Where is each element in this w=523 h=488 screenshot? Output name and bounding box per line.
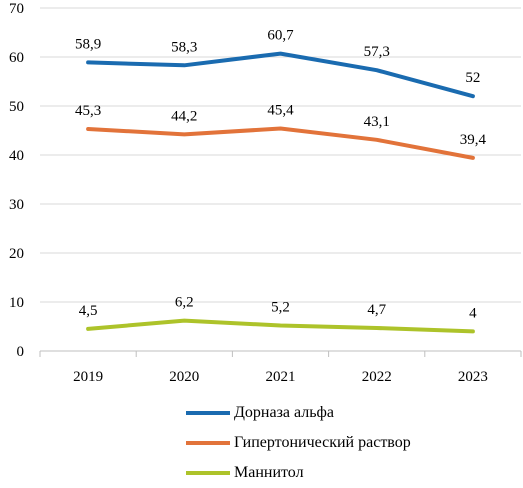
data-label: 39,4 bbox=[460, 132, 487, 148]
legend-label: Гипертонический раствор bbox=[234, 434, 411, 451]
y-tick-label: 0 bbox=[17, 344, 25, 360]
x-tick-label: 2023 bbox=[458, 369, 488, 385]
data-label: 4,5 bbox=[79, 303, 98, 319]
x-tick-label: 2019 bbox=[73, 369, 103, 385]
y-tick-label: 60 bbox=[9, 50, 24, 66]
data-label: 58,9 bbox=[75, 36, 101, 52]
data-label: 5,2 bbox=[271, 300, 290, 316]
data-label: 43,1 bbox=[364, 114, 390, 130]
chart-legend: Дорназа альфа Гипертонический раствор Манн… bbox=[186, 398, 516, 488]
data-label: 60,7 bbox=[267, 28, 294, 44]
legend-swatch bbox=[186, 471, 230, 475]
data-label: 44,2 bbox=[171, 108, 197, 124]
y-tick-label: 10 bbox=[9, 295, 24, 311]
legend-label: Дорназа альфа bbox=[234, 404, 334, 421]
legend-label: Маннитол bbox=[234, 464, 304, 481]
data-label: 45,3 bbox=[75, 103, 101, 119]
y-tick-label: 40 bbox=[9, 148, 24, 164]
data-label: 6,2 bbox=[175, 295, 194, 311]
series-line bbox=[86, 126, 475, 160]
data-label: 45,4 bbox=[267, 103, 294, 119]
legend-swatch bbox=[186, 441, 230, 445]
data-label: 58,3 bbox=[171, 39, 197, 55]
x-tick-label: 2021 bbox=[266, 369, 296, 385]
data-label: 4,7 bbox=[367, 302, 386, 318]
data-label: 57,3 bbox=[364, 44, 390, 60]
data-label: 52 bbox=[465, 70, 480, 86]
legend-swatch bbox=[186, 411, 230, 415]
y-tick-label: 50 bbox=[9, 99, 24, 115]
x-tick-label: 2022 bbox=[362, 369, 392, 385]
y-tick-label: 20 bbox=[9, 246, 24, 262]
y-tick-label: 30 bbox=[9, 197, 24, 213]
legend-item: Маннитол bbox=[186, 458, 516, 488]
y-tick-label: 70 bbox=[9, 1, 24, 17]
line-chart: 0 10 20 30 40 50 60 70 2019 2020 2021 2022 2023 58,9 5… bbox=[9, 1, 522, 385]
legend-item: Дорназа альфа bbox=[186, 398, 516, 428]
series-line bbox=[86, 51, 475, 99]
series-line bbox=[86, 318, 475, 334]
data-label: 4 bbox=[469, 305, 477, 321]
legend-item: Гипертонический раствор bbox=[186, 428, 516, 458]
x-tick-label: 2020 bbox=[169, 369, 199, 385]
